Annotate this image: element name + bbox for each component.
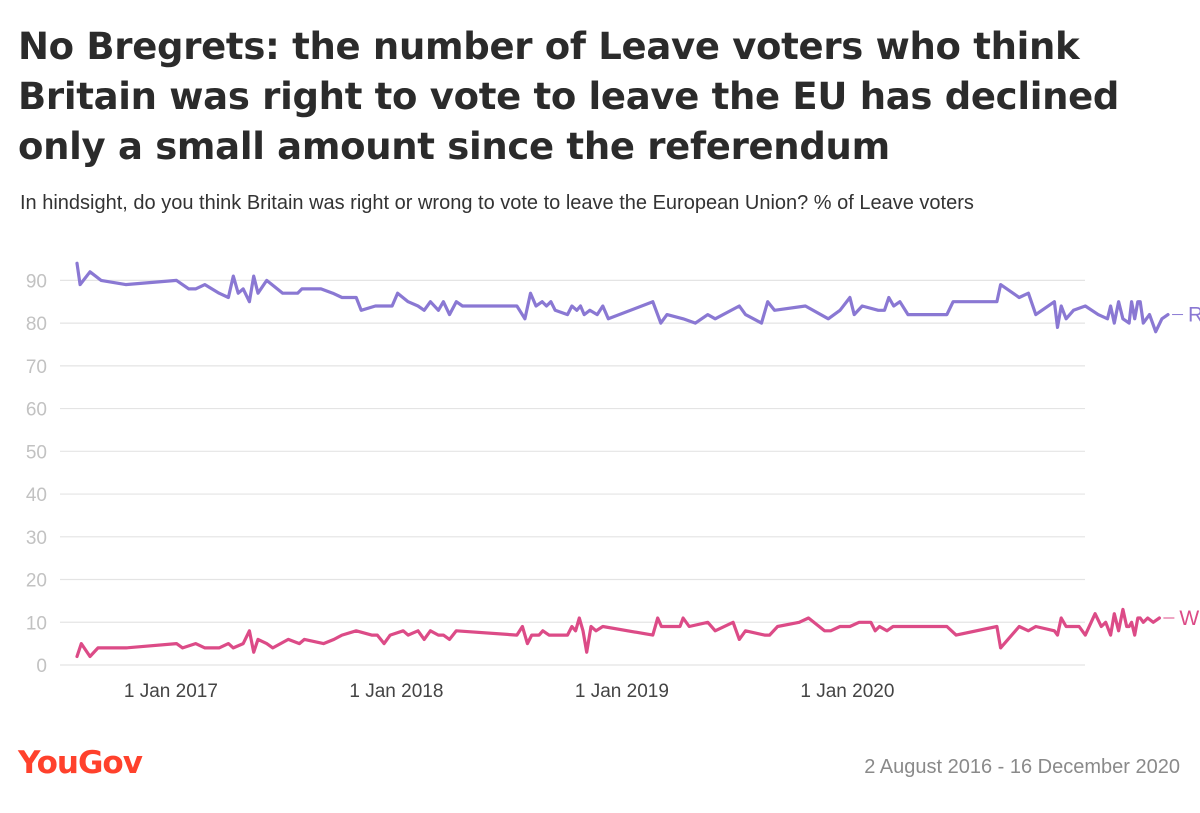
- x-axis-ticks: 1 Jan 2017 1 Jan 2018 1 Jan 2019 1 Jan 2020: [124, 681, 895, 702]
- x-tick-label: 1 Jan 2020: [800, 681, 894, 702]
- gridlines: [60, 279, 1085, 666]
- x-tick-label: 1 Jan 2019: [575, 681, 669, 702]
- series-label-right: Right: [1188, 304, 1200, 327]
- series-line-right: [75, 261, 1170, 334]
- y-tick-label: 40: [26, 485, 47, 506]
- chart-subtitle: In hindsight, do you think Britain was r…: [20, 192, 974, 214]
- yougov-logo: YouGov: [18, 745, 143, 781]
- x-tick-label: 1 Jan 2018: [349, 681, 443, 702]
- date-range: 2 August 2016 - 16 December 2020: [864, 756, 1180, 778]
- series-line-wrong: [75, 607, 1162, 659]
- series-label-wrong: Wrong: [1179, 607, 1200, 630]
- y-tick-label: 0: [36, 656, 47, 677]
- y-tick-label: 50: [26, 442, 47, 463]
- chart-title: No Bregrets: the number of Leave voters …: [18, 25, 1120, 168]
- y-tick-label: 90: [26, 271, 47, 292]
- series-lines: [75, 261, 1170, 659]
- y-tick-label: 60: [26, 400, 47, 421]
- y-tick-label: 20: [26, 571, 47, 592]
- y-axis-ticks: 0 10 20 30 40 50 60 70 80 90: [26, 271, 47, 677]
- x-tick-label: 1 Jan 2017: [124, 681, 218, 702]
- y-tick-label: 80: [26, 314, 47, 335]
- y-tick-label: 70: [26, 357, 47, 378]
- y-tick-label: 10: [26, 613, 47, 634]
- series-labels: Right Wrong: [1163, 304, 1200, 630]
- y-tick-label: 30: [26, 528, 47, 549]
